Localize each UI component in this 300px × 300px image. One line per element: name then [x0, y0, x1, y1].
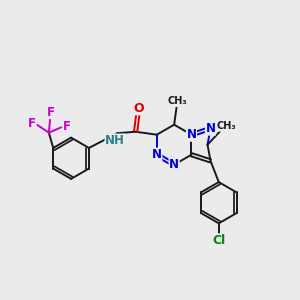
Text: NH: NH	[105, 134, 125, 147]
Text: O: O	[134, 102, 145, 115]
Text: N: N	[187, 128, 196, 141]
Text: N: N	[169, 158, 179, 171]
Text: F: F	[63, 120, 71, 133]
Text: N: N	[206, 122, 215, 135]
Text: CH₃: CH₃	[167, 96, 187, 106]
Text: F: F	[28, 117, 36, 130]
Text: CH₃: CH₃	[217, 121, 236, 131]
Text: N: N	[152, 148, 162, 161]
Text: F: F	[47, 106, 55, 118]
Text: Cl: Cl	[212, 234, 225, 247]
